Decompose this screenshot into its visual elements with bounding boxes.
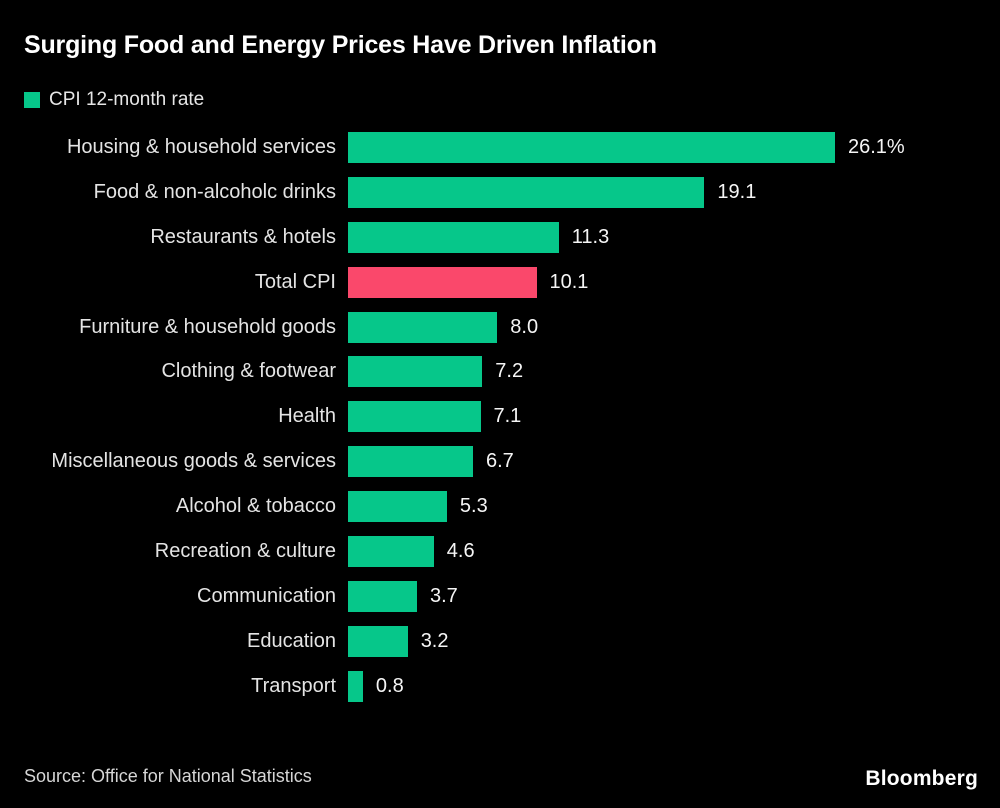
bar-category-label: Housing & household services	[66, 135, 336, 158]
bar-category-label: Alcohol & tobacco	[175, 495, 336, 518]
bar	[348, 311, 498, 343]
bar-category-label: Food & non-alcoholc drinks	[93, 180, 336, 203]
bar-value-label: 8.0	[510, 315, 539, 338]
bar-value-label: 0.8	[375, 674, 404, 697]
bar	[348, 356, 483, 388]
chart-row: Communication 3.7	[0, 574, 1000, 619]
bar	[348, 131, 835, 163]
bar-value-label: 11.3	[571, 225, 610, 248]
bar-value-label: 3.7	[430, 584, 458, 607]
chart-row: Housing & household services 26.1%	[0, 125, 1000, 170]
chart-row: Education 3.2	[0, 619, 1000, 664]
chart-title: Surging Food and Energy Prices Have Driv…	[24, 31, 657, 59]
bar-category-label: Transport	[251, 674, 336, 697]
bar-value-label: 26.1%	[848, 135, 905, 158]
chart-row: Miscellaneous goods & services 6.7	[0, 439, 1000, 484]
bar	[348, 176, 705, 208]
bloomberg-logo: Bloomberg	[865, 767, 978, 790]
bar-value-label: 7.1	[493, 405, 522, 428]
bar	[348, 625, 408, 657]
chart-row: Food & non-alcoholc drinks 19.1	[0, 170, 1000, 215]
bar-category-label: Recreation & culture	[154, 539, 336, 562]
bar-category-label: Total CPI	[254, 270, 336, 293]
source-note: Source: Office for National Statistics	[24, 766, 312, 786]
bar	[348, 580, 417, 612]
chart-row: Alcohol & tobacco 5.3	[0, 484, 1000, 529]
legend-label: CPI 12-month rate	[49, 89, 205, 110]
bar-value-label: 5.3	[459, 495, 488, 518]
bar-category-label: Clothing & footwear	[161, 360, 336, 383]
chart-row: Restaurants & hotels 11.3	[0, 215, 1000, 260]
chart-row: Furniture & household goods 8.0	[0, 305, 1000, 350]
bar-category-label: Communication	[197, 584, 336, 607]
chart-row: Clothing & footwear 7.2	[0, 349, 1000, 394]
bar-value-label: 6.7	[486, 450, 514, 473]
legend-swatch-icon	[24, 92, 40, 108]
bar	[348, 221, 559, 253]
bar-category-label: Miscellaneous goods & services	[51, 450, 336, 473]
chart-row: Health 7.1	[0, 394, 1000, 439]
bar	[348, 446, 473, 478]
chart-row: Recreation & culture 4.6	[0, 529, 1000, 574]
bar	[348, 535, 434, 567]
bar-category-label: Health	[278, 405, 336, 428]
chart-row: Transport 0.8	[0, 664, 1000, 709]
bar-category-label: Restaurants & hotels	[150, 225, 336, 248]
legend: CPI 12-month rate	[24, 89, 204, 111]
bar-category-label: Education	[247, 629, 336, 652]
bar-value-label: 19.1	[717, 180, 757, 203]
bar-value-label: 3.2	[420, 629, 449, 652]
bar-chart: Housing & household services 26.1% Food & …	[0, 125, 1000, 709]
bar-value-label: 4.6	[446, 539, 475, 562]
bar	[348, 491, 447, 523]
bar-category-label: Furniture & household goods	[79, 315, 336, 338]
bar-value-label: 7.2	[495, 360, 524, 383]
bar-highlight	[348, 266, 537, 298]
bar-value-label: 10.1	[549, 270, 589, 293]
bar	[348, 670, 363, 702]
bar	[348, 401, 481, 433]
chart-row: Total CPI 10.1	[0, 260, 1000, 305]
